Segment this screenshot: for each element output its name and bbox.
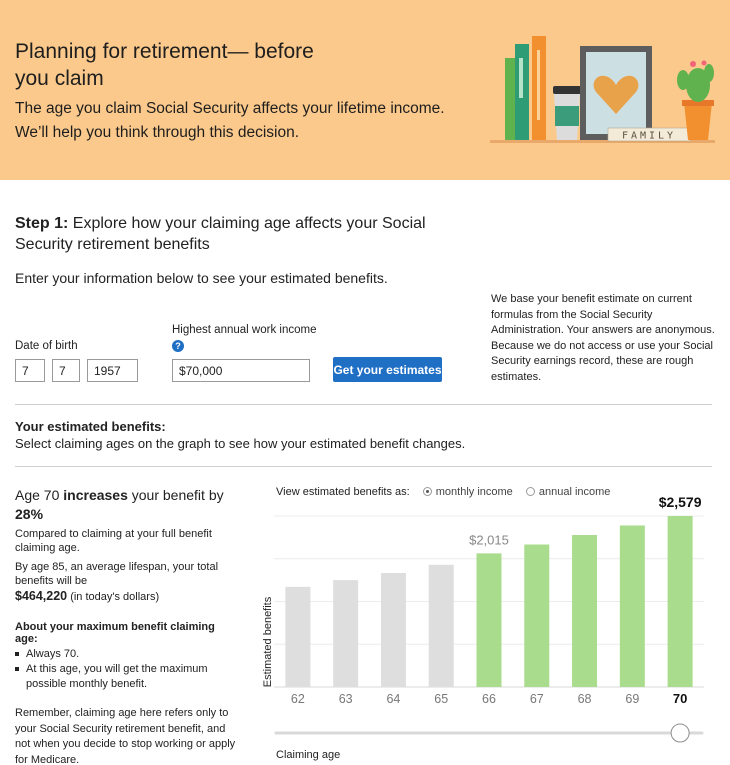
- view-options-label: View estimated benefits as:: [276, 486, 410, 498]
- age-suffix: your benefit by: [127, 487, 224, 503]
- income-label: Highest annual work income: [172, 324, 317, 336]
- bar-age-67[interactable]: [524, 544, 550, 687]
- annual-radio[interactable]: [525, 487, 535, 496]
- hero-banner: Planning for retirement— before you clai…: [0, 0, 730, 180]
- claiming-age-note: Remember, claiming age here refers only …: [15, 707, 236, 765]
- x-tick-label[interactable]: 66: [482, 692, 496, 706]
- bar-age-62[interactable]: [285, 586, 311, 687]
- step-heading-text: Explore how your claiming age affects yo…: [15, 215, 426, 253]
- x-tick-label[interactable]: 69: [625, 692, 639, 706]
- step-intro: Enter your information below to see your…: [15, 270, 388, 286]
- page-subtitle: The age you claim Social Security affect…: [15, 100, 445, 141]
- annual-label[interactable]: annual income: [538, 486, 611, 498]
- list-item: Always 70.: [15, 647, 240, 662]
- divider: [15, 466, 712, 467]
- bar-age-68[interactable]: [572, 535, 598, 687]
- lifespan-text: By age 85, an average lifespan, your tot…: [15, 561, 219, 587]
- page-title: Planning for retirement— before you clai…: [15, 40, 314, 90]
- benefit-increase-text: Age 70 increases your benefit by 28%: [15, 486, 240, 524]
- x-tick-label[interactable]: 68: [578, 692, 592, 706]
- income-input[interactable]: [172, 359, 310, 382]
- monthly-label[interactable]: monthly income: [435, 486, 513, 498]
- benefit-summary: Age 70 increases your benefit by 28% Com…: [15, 486, 240, 765]
- total-benefits: $464,220 (in today's dollars): [15, 588, 240, 605]
- bar-age-64[interactable]: [380, 573, 406, 687]
- benefits-bar-chart: 62 63 64 65 66 $2,015 67 68 69 70 $2,579 Estimated …: [262, 494, 704, 743]
- bar-age-69[interactable]: [619, 525, 645, 687]
- view-options: View estimated benefits as: monthly inco…: [276, 486, 610, 498]
- bar-value-label: $2,015: [469, 532, 509, 547]
- total-value: $464,220: [15, 589, 68, 603]
- estimates-subheading: Select claiming ages on the graph to see…: [15, 436, 466, 451]
- x-axis-title: Claiming age: [276, 749, 341, 761]
- help-icon[interactable]: ?: [172, 340, 184, 352]
- y-axis-title: Estimated benefits: [262, 596, 274, 687]
- dob-label: Date of birth: [15, 340, 78, 352]
- bar-age-65[interactable]: [428, 564, 454, 687]
- comparison-text: Compared to claiming at your full benefi…: [15, 528, 212, 554]
- monthly-radio[interactable]: [422, 487, 432, 496]
- dob-day-input[interactable]: [52, 359, 80, 382]
- x-tick-label[interactable]: 62: [291, 692, 305, 706]
- get-estimates-button[interactable]: Get your estimates: [333, 357, 442, 382]
- bar-age-70[interactable]: [667, 516, 693, 687]
- estimates-heading: Your estimated benefits:: [15, 419, 166, 434]
- estimate-disclaimer: We base your benefit estimate on current…: [491, 293, 715, 383]
- x-tick-label[interactable]: 64: [386, 692, 400, 706]
- retirement-illustration: FAMILY: [490, 36, 715, 143]
- max-age-list: Always 70. At this age, you will get the…: [15, 647, 240, 692]
- family-blocks: FAMILY: [607, 127, 691, 142]
- increase-percent: 28%: [15, 506, 44, 522]
- max-age-title: About your maximum benefit claiming age:: [15, 621, 215, 645]
- x-tick-label[interactable]: 67: [530, 692, 544, 706]
- step-label: Step 1:: [15, 215, 69, 232]
- x-tick-label[interactable]: 70: [673, 691, 687, 706]
- x-tick-label[interactable]: 63: [339, 692, 353, 706]
- divider: [15, 404, 712, 405]
- dob-year-input[interactable]: [87, 359, 138, 382]
- step-heading: Step 1: Explore how your claiming age af…: [15, 213, 455, 255]
- list-item: At this age, you will get the maximum po…: [15, 662, 240, 692]
- bar-value-label: $2,579: [659, 494, 702, 510]
- age-prefix: Age 70: [15, 487, 64, 503]
- svg-text:FAMILY: FAMILY: [622, 131, 676, 142]
- bar-age-66[interactable]: [476, 553, 502, 687]
- x-tick-label[interactable]: 65: [434, 692, 448, 706]
- age-slider-handle[interactable]: [670, 723, 690, 743]
- total-note: (in today's dollars): [67, 591, 160, 603]
- dob-month-input[interactable]: [15, 359, 45, 382]
- increase-word: increases: [63, 487, 128, 503]
- bar-age-63[interactable]: [333, 580, 359, 687]
